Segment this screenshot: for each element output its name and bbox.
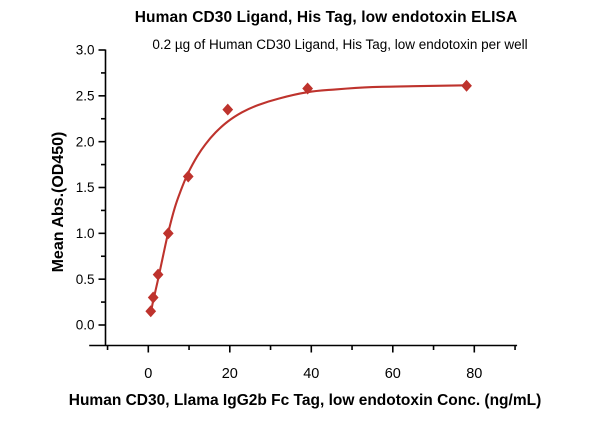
x-tick-label: 20 <box>222 366 238 382</box>
y-tick-label: 0.0 <box>76 318 95 333</box>
x-tick-label: 80 <box>466 366 482 382</box>
x-tick-label: 0 <box>144 366 152 382</box>
data-point-diamond <box>461 79 472 92</box>
data-point-diamond <box>152 268 164 281</box>
y-tick-label: 2.5 <box>76 89 95 104</box>
data-point-diamond <box>147 291 159 304</box>
data-point-diamond <box>182 170 194 183</box>
y-tick-label: 1.0 <box>76 226 95 241</box>
fit-curve <box>149 84 468 313</box>
x-tick-label: 40 <box>303 366 319 382</box>
data-point-diamond <box>222 103 234 116</box>
chart-subtitle: 0.2 µg of Human CD30 Ligand, His Tag, lo… <box>152 37 528 52</box>
y-tick-label: 0.5 <box>76 272 95 287</box>
y-tick-label: 3.0 <box>76 43 95 58</box>
data-point-diamond <box>162 227 174 240</box>
y-tick-label: 1.5 <box>76 180 95 195</box>
x-tick-label: 60 <box>385 366 401 382</box>
x-axis-title: Human CD30, Llama IgG2b Fc Tag, low endo… <box>68 392 542 409</box>
data-point-diamond <box>145 305 157 318</box>
chart-title: Human CD30 Ligand, His Tag, low endotoxi… <box>134 9 518 26</box>
data-point-diamond <box>302 82 314 95</box>
y-tick-label: 2.0 <box>76 134 95 149</box>
